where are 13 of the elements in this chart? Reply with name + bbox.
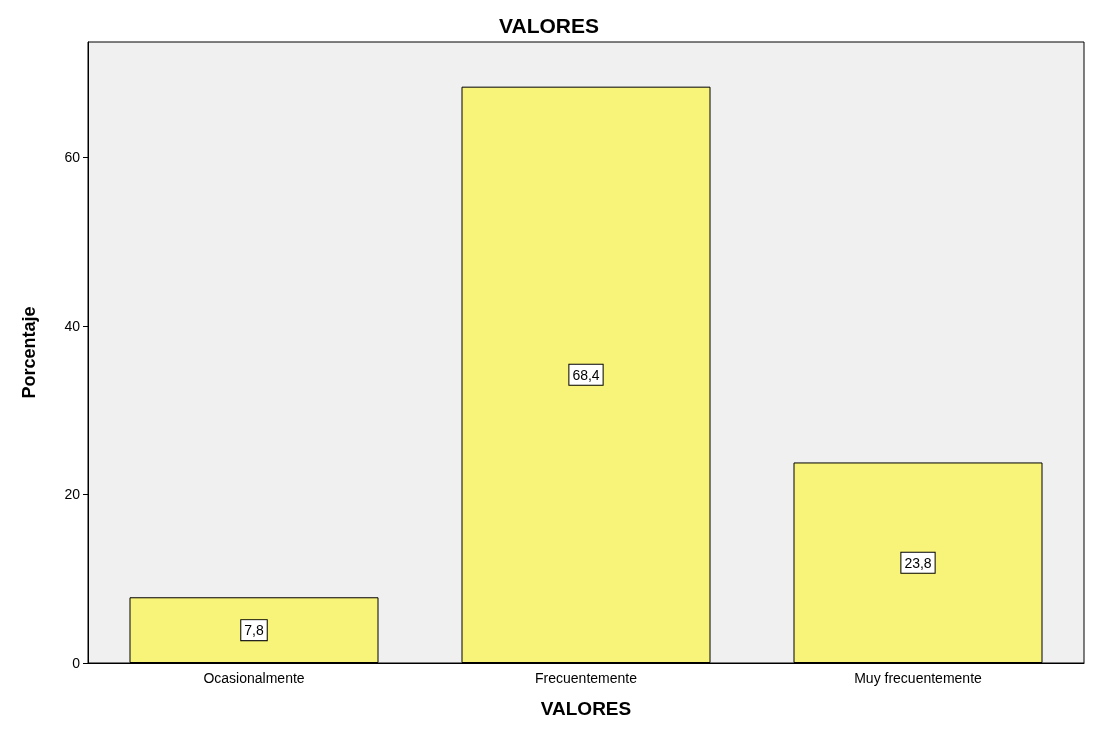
y-tick-label: 60 (64, 149, 81, 166)
data-label: 23,8 (904, 554, 932, 571)
x-tick-label: Muy frecuentemente (854, 670, 983, 686)
chart-title: VALORES (499, 14, 599, 37)
y-tick-label: 40 (64, 317, 81, 334)
data-label: 7,8 (244, 622, 264, 639)
data-label: 68,4 (572, 366, 600, 383)
x-axis-title: VALORES (540, 698, 632, 719)
y-axis-title: Porcentaje (19, 306, 39, 399)
x-tick-label: Frecuentemente (535, 670, 638, 686)
y-tick-label: 20 (64, 486, 81, 503)
x-tick-label: Ocasionalmente (203, 670, 305, 686)
y-tick-label: 0 (72, 655, 81, 671)
